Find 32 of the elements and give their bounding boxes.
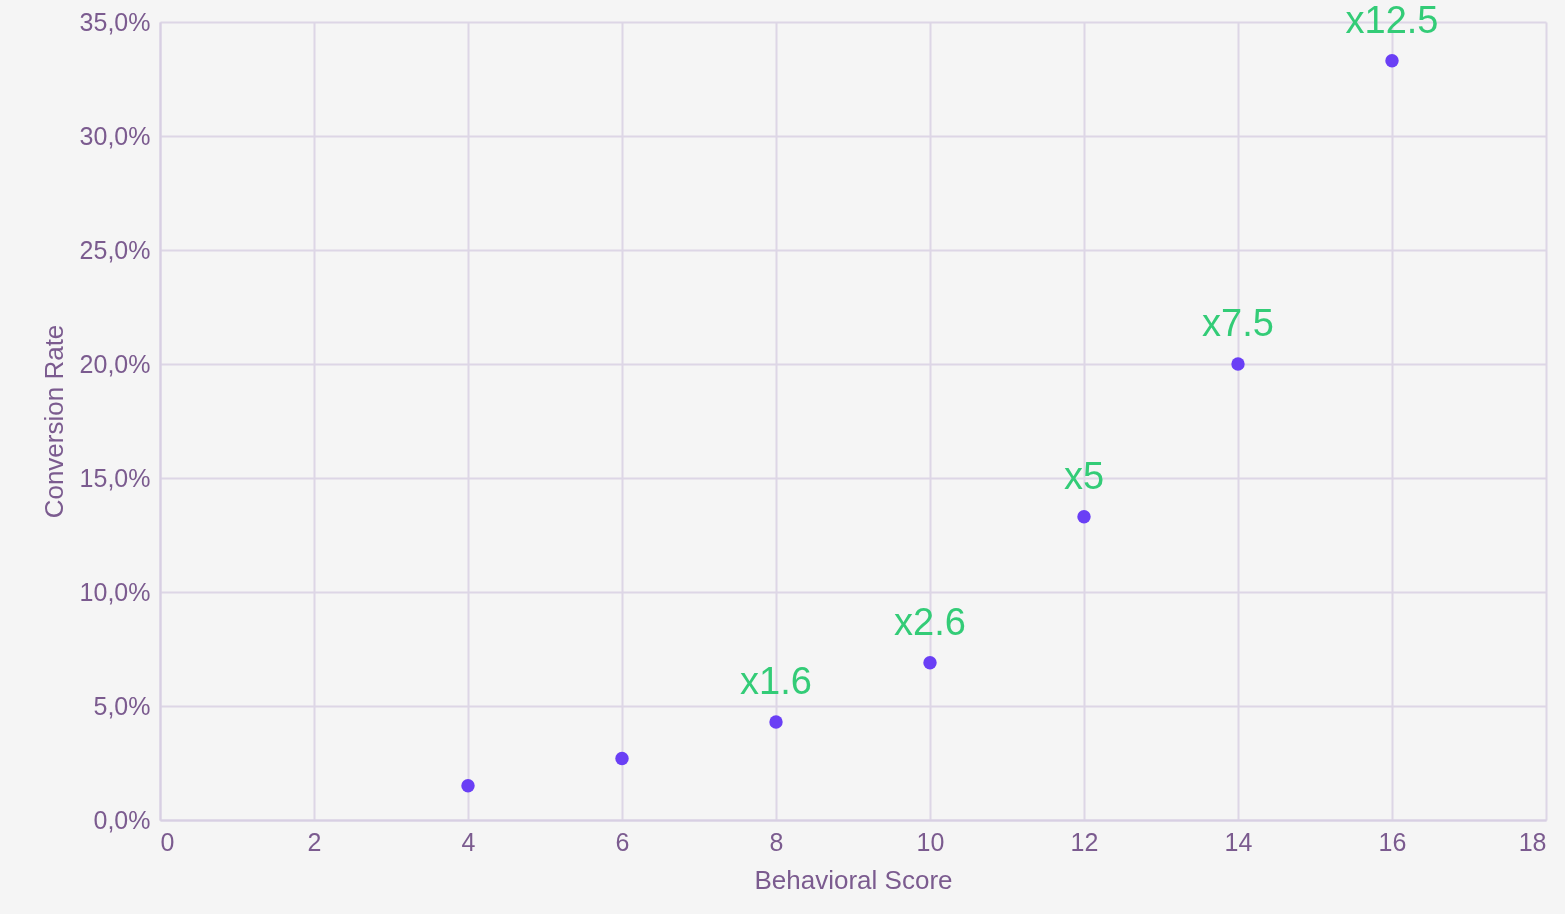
- x-tick-label: 0: [160, 827, 175, 856]
- x-tick-label: 12: [1070, 827, 1099, 856]
- x-tick-label: 18: [1518, 827, 1547, 856]
- annotation: x1.6: [740, 659, 812, 702]
- x-tick-label: 14: [1224, 827, 1253, 856]
- annotation: x5: [1063, 454, 1105, 497]
- y-axis-title: Conversion Rate: [38, 324, 69, 519]
- x-tick-label: 10: [916, 827, 945, 856]
- point: [615, 751, 629, 766]
- y-tick-label: 15,0%: [79, 463, 151, 492]
- x-tick-label: 6: [615, 827, 630, 856]
- x-axis-title: Behavioral Score: [754, 864, 953, 895]
- y-tick-label: 10,0%: [79, 577, 151, 606]
- point: [461, 779, 475, 793]
- x-tick-label: 16: [1378, 827, 1407, 856]
- annotation: x12.5: [1345, 0, 1439, 41]
- y-tick-label: 30,0%: [79, 121, 151, 150]
- x-tick-label: 4: [461, 827, 476, 856]
- y-tick-label: 0,0%: [93, 805, 151, 834]
- point: [1231, 357, 1245, 371]
- y-tick-label: 35,0%: [79, 7, 151, 36]
- point: [1385, 54, 1399, 68]
- x-tick-label: 2: [307, 827, 322, 856]
- y-tick-label: 20,0%: [79, 349, 151, 378]
- annotation: x2.6: [894, 600, 966, 643]
- y-tick-label: 25,0%: [79, 235, 151, 264]
- annotation: x7.5: [1202, 302, 1274, 344]
- point: [1077, 510, 1091, 524]
- point: [769, 715, 783, 729]
- x-tick-label: 8: [769, 827, 784, 856]
- point: [923, 655, 937, 670]
- y-tick-label: 5,0%: [93, 691, 151, 720]
